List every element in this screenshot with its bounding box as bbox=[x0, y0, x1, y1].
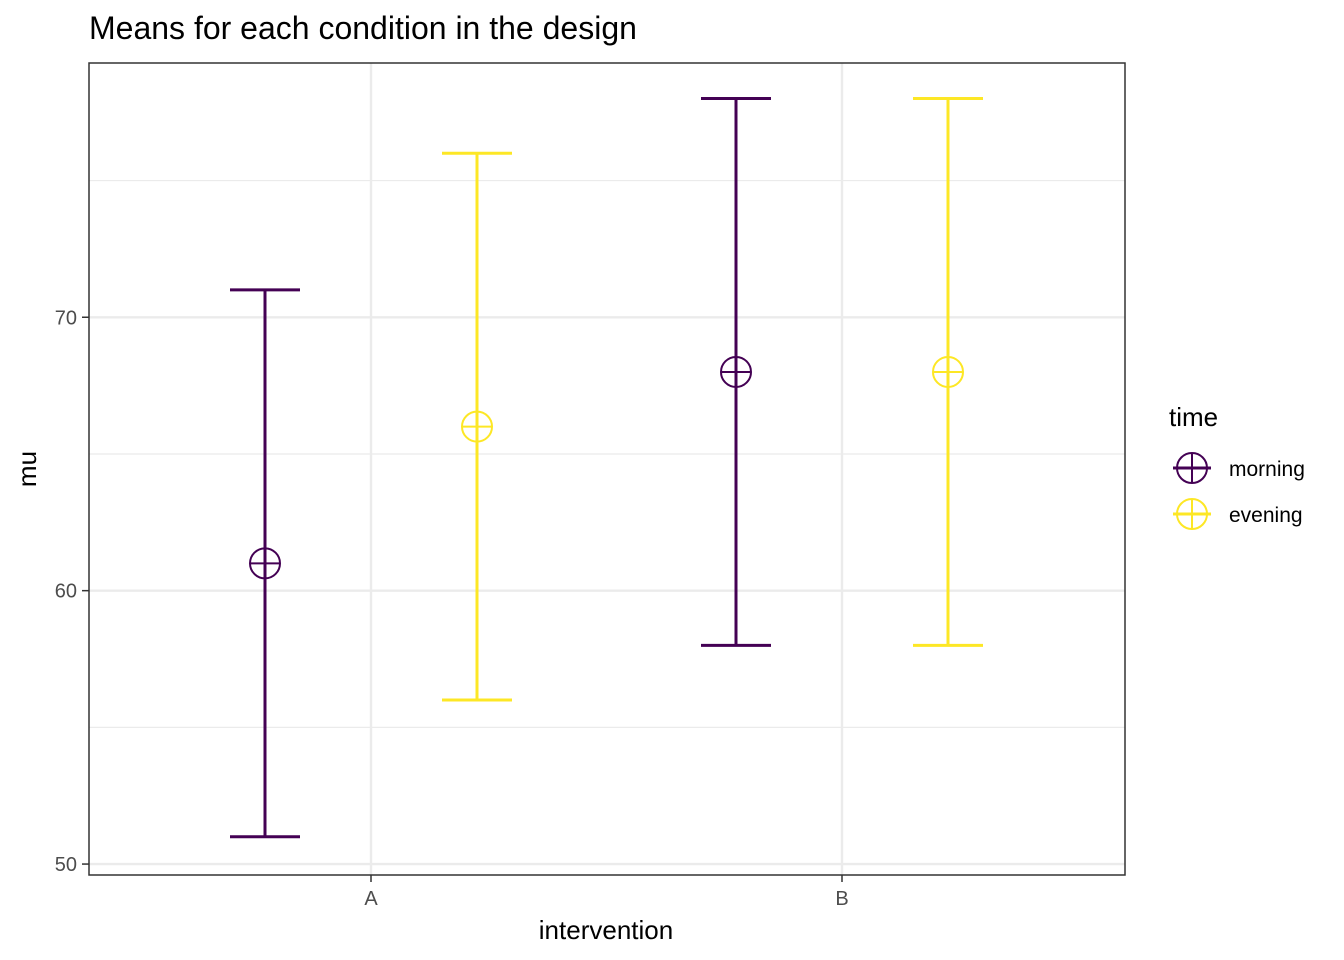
errorbar-morning-B bbox=[701, 97, 771, 647]
x-tick-label: A bbox=[364, 888, 378, 910]
y-tick-label: 50 bbox=[55, 854, 77, 876]
plot-panel bbox=[89, 63, 1125, 875]
y-tick-label: 70 bbox=[55, 307, 77, 329]
errorbar-morning-A bbox=[230, 288, 300, 839]
errorbar-evening-A bbox=[442, 151, 512, 702]
mean-point bbox=[720, 355, 752, 388]
legend: time morning evening bbox=[1169, 402, 1305, 530]
legend-item-morning: morning bbox=[1173, 452, 1305, 484]
legend-item-evening: evening bbox=[1173, 498, 1303, 530]
chart-marks bbox=[230, 97, 983, 839]
legend-label: evening bbox=[1229, 504, 1303, 527]
errorbar-evening-B bbox=[913, 97, 983, 647]
legend-label: morning bbox=[1229, 458, 1305, 481]
panel-background bbox=[89, 63, 1125, 875]
panel-border bbox=[88, 62, 1126, 876]
mean-point bbox=[461, 410, 493, 443]
legend-title: time bbox=[1169, 402, 1218, 432]
mean-point bbox=[932, 355, 964, 388]
y-tick-label: 60 bbox=[55, 581, 77, 603]
y-axis-title: mu bbox=[12, 451, 42, 487]
chart-title: Means for each condition in the design bbox=[89, 10, 637, 46]
mean-point bbox=[249, 547, 281, 580]
x-axis-title: intervention bbox=[539, 915, 673, 945]
x-tick-label: B bbox=[835, 888, 848, 910]
axes: 50 60 70 A B bbox=[55, 62, 1126, 910]
